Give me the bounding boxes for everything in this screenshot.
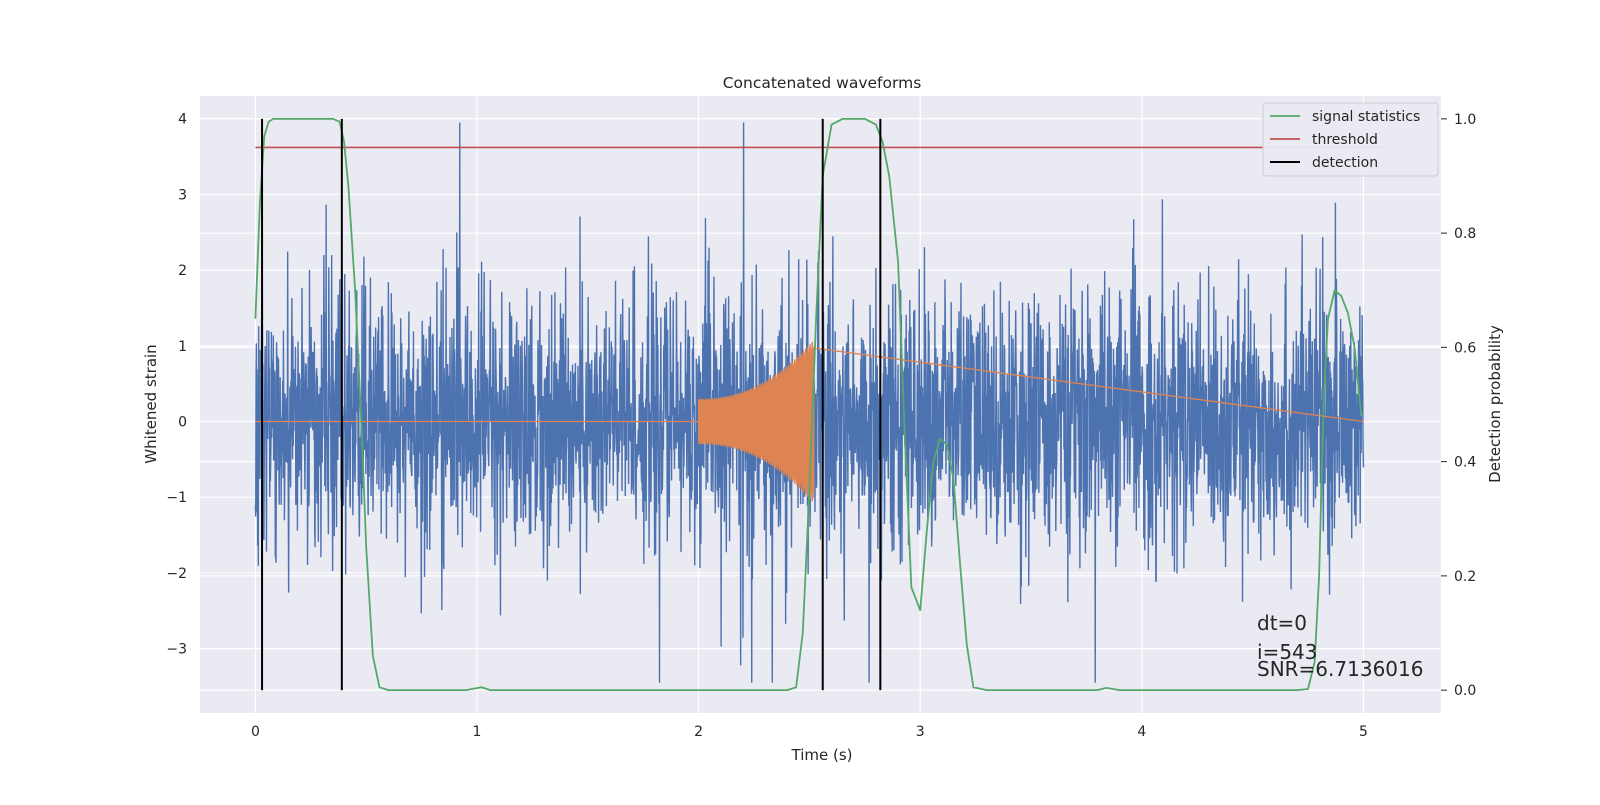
injected-signal-line: [255, 341, 1364, 502]
x-tick-label: 2: [694, 724, 703, 740]
x-tick-label: 0: [251, 724, 260, 740]
y-tick-label-left: 3: [178, 187, 187, 203]
legend: signal statistics threshold detection: [1262, 102, 1439, 177]
y-axis-label-left: Whitened strain: [142, 344, 160, 463]
y-tick-label-right: 0.0: [1454, 683, 1476, 699]
y-tick-label-left: 2: [178, 263, 187, 279]
annotation-block: dt=0 i=543 SNR=6.7136016: [1257, 611, 1423, 681]
y-tick-label-left: −3: [166, 642, 187, 658]
y-tick-label-right: 1.0: [1454, 112, 1476, 128]
legend-label-signal-statistics: signal statistics: [1312, 109, 1420, 125]
y-tick-label-right: 0.4: [1454, 455, 1476, 471]
legend-box: [1262, 102, 1439, 177]
y-tick-label-left: −1: [166, 490, 187, 506]
x-tick-label: 5: [1359, 724, 1368, 740]
plot-area: [254, 117, 1386, 692]
x-tick-label: 1: [473, 724, 482, 740]
annotation-dt: dt=0: [1257, 611, 1307, 635]
x-tick-label: 4: [1137, 724, 1146, 740]
y-tick-label-left: −2: [166, 566, 187, 582]
y-axis-label-right: Detection probability: [1486, 325, 1504, 483]
y-tick-label-right: 0.6: [1454, 340, 1476, 356]
y-tick-label-left: 4: [178, 112, 187, 128]
legend-label-threshold: threshold: [1312, 132, 1378, 148]
y-tick-label-right: 0.8: [1454, 226, 1476, 242]
annotation-index: i=543: [1257, 640, 1318, 664]
y-tick-label-left: 1: [178, 339, 187, 355]
signal-statistics-line: [254, 117, 1363, 692]
x-axis-label: Time (s): [791, 746, 853, 764]
annotation-snr: SNR=6.7136016: [1257, 657, 1423, 681]
legend-label-detection: detection: [1312, 155, 1378, 171]
y-tick-label-left: 0: [178, 415, 187, 431]
x-tick-label: 3: [916, 724, 925, 740]
axis-ticks: 0 1 2 3 4 5 4 3 2 1 0 −1 −2 −3 1.0 0.8 0.6 0.4 0.2 0.0: [166, 112, 1476, 740]
y-tick-label-right: 0.2: [1454, 569, 1476, 585]
chart-title: Concatenated waveforms: [723, 74, 922, 92]
